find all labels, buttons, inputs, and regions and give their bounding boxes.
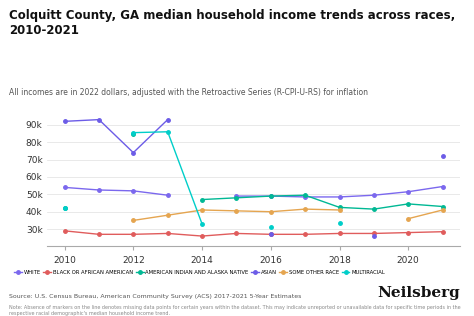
Text: All incomes are in 2022 dollars, adjusted with the Retroactive Series (R-CPI-U-R: All incomes are in 2022 dollars, adjuste…: [9, 88, 368, 97]
Text: Note: Absence of markers on the line denotes missing data points for certain yea: Note: Absence of markers on the line den…: [9, 305, 461, 316]
Text: Source: U.S. Census Bureau, American Community Survey (ACS) 2017-2021 5-Year Est: Source: U.S. Census Bureau, American Com…: [9, 294, 302, 299]
Text: Neilsberg: Neilsberg: [377, 286, 460, 300]
Text: Colquitt County, GA median household income trends across races,
2010-2021: Colquitt County, GA median household inc…: [9, 9, 456, 38]
Legend: WHITE, BLACK OR AFRICAN AMERICAN, AMERICAN INDIAN AND ALASKA NATIVE, ASIAN, SOME: WHITE, BLACK OR AFRICAN AMERICAN, AMERIC…: [12, 268, 387, 277]
